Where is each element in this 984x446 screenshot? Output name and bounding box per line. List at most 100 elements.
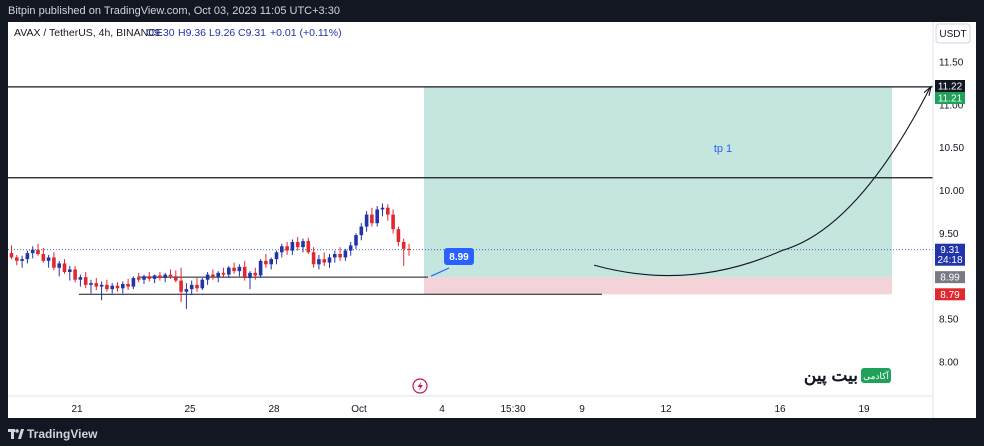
candle-body bbox=[317, 259, 321, 265]
candle-body bbox=[136, 278, 141, 280]
candle-body bbox=[242, 266, 247, 278]
time-tick-label: 25 bbox=[184, 404, 196, 415]
lightning-icon[interactable] bbox=[412, 378, 428, 394]
currency-button[interactable] bbox=[935, 23, 971, 44]
projection-curve bbox=[593, 87, 931, 277]
publish-info: Bitpin published on TradingView.com, Oct… bbox=[8, 5, 340, 17]
candle-body bbox=[121, 284, 125, 289]
candle-body bbox=[274, 252, 279, 260]
price-badge bbox=[935, 243, 965, 266]
candle-body bbox=[126, 284, 130, 287]
candle-body bbox=[57, 263, 61, 268]
candle-body bbox=[168, 274, 173, 277]
target-label: tp 1 bbox=[714, 143, 732, 155]
candle-body bbox=[248, 272, 252, 278]
price-tick-label: 10.00 bbox=[939, 186, 964, 197]
candle-body bbox=[380, 207, 385, 210]
projection-arrow-icon bbox=[923, 85, 932, 96]
candle-body bbox=[264, 260, 268, 265]
candle-body bbox=[200, 279, 205, 289]
candle-body bbox=[41, 254, 46, 261]
candle-body bbox=[184, 289, 189, 292]
time-tick-label: 19 bbox=[858, 404, 870, 415]
candle-body bbox=[391, 214, 395, 230]
candle-body bbox=[131, 278, 136, 287]
candle-body bbox=[147, 276, 152, 279]
candle-body bbox=[105, 284, 109, 290]
candle-body bbox=[359, 226, 364, 236]
watermark-logo: بیت پین آکادمی bbox=[804, 366, 891, 386]
price-badge bbox=[935, 92, 965, 104]
candle-body bbox=[62, 263, 67, 272]
callout-box bbox=[444, 248, 474, 265]
legend-low: L9.26 bbox=[209, 27, 235, 39]
candle-body bbox=[285, 246, 289, 251]
price-chart[interactable]: tp 1 8.99 11.5011.0010.5010.009.509.008.… bbox=[8, 22, 976, 418]
callout-pointer bbox=[430, 267, 450, 277]
candle-body bbox=[189, 284, 194, 290]
candle-body bbox=[375, 209, 379, 224]
time-tick-label: 15:30 bbox=[500, 404, 525, 415]
callout-text: 8.99 bbox=[449, 252, 469, 263]
stop-zone bbox=[424, 277, 892, 295]
price-tick-label: 8.00 bbox=[939, 358, 959, 369]
candle-body bbox=[110, 285, 114, 290]
candle-body bbox=[237, 266, 242, 272]
candle-body bbox=[73, 269, 77, 280]
legend-symbol[interactable]: AVAX / TetherUS, 4h, BINANCE bbox=[14, 27, 163, 39]
time-tick-label: 9 bbox=[579, 404, 585, 415]
candle-body bbox=[269, 259, 273, 265]
candle-body bbox=[36, 249, 40, 254]
candle-body bbox=[152, 275, 157, 279]
candle-body bbox=[364, 214, 369, 227]
legend-close: C9.31 bbox=[238, 27, 266, 39]
price-tick-label: 9.50 bbox=[939, 229, 959, 240]
candle-body bbox=[232, 267, 236, 272]
candle-body bbox=[30, 249, 35, 254]
candle-body bbox=[407, 248, 411, 250]
price-badge-label: 11.22 bbox=[938, 82, 963, 93]
candle-body bbox=[142, 276, 146, 280]
candle-body bbox=[354, 235, 358, 246]
candle-body bbox=[327, 257, 332, 263]
candle-body bbox=[20, 259, 24, 261]
candle-body bbox=[306, 241, 311, 253]
candle-body bbox=[295, 242, 300, 248]
price-tick-label: 10.50 bbox=[939, 143, 964, 154]
candle-body bbox=[396, 229, 401, 242]
candle-body bbox=[158, 275, 162, 278]
candle-body bbox=[311, 252, 316, 265]
candle-body bbox=[280, 246, 284, 253]
candle-body bbox=[163, 274, 167, 278]
watermark-brand: بیت پین bbox=[804, 366, 858, 386]
time-tick-label: 4 bbox=[439, 404, 445, 415]
chart-frame[interactable]: tp 1 8.99 11.5011.0010.5010.009.509.008.… bbox=[8, 22, 976, 418]
candle-body bbox=[343, 250, 348, 258]
candle-body bbox=[25, 253, 30, 260]
price-tick-label: 11.00 bbox=[939, 100, 964, 111]
candle-body bbox=[348, 245, 353, 251]
candle-body bbox=[258, 260, 263, 276]
price-badge bbox=[935, 80, 965, 92]
price-badge bbox=[935, 288, 965, 301]
target-zone bbox=[424, 86, 892, 278]
time-tick-label: 12 bbox=[660, 404, 672, 415]
candle-body bbox=[179, 280, 183, 292]
time-tick-label: 21 bbox=[71, 404, 83, 415]
price-badge-label: 9.31 bbox=[940, 245, 960, 256]
price-tick-label: 11.50 bbox=[939, 58, 964, 69]
tradingview-logo-icon bbox=[8, 429, 24, 439]
watermark-badge: آکادمی bbox=[863, 370, 889, 381]
candle-body bbox=[94, 283, 99, 287]
candle-body bbox=[78, 277, 83, 280]
currency-label: USDT bbox=[939, 29, 966, 40]
footer-brand: TradingView bbox=[27, 427, 98, 441]
candle-body bbox=[386, 207, 390, 215]
legend-open: O9.30 bbox=[146, 27, 175, 39]
legend-change: +0.01 (+0.11%) bbox=[270, 27, 342, 39]
price-badge bbox=[935, 271, 965, 284]
candle-body bbox=[290, 242, 295, 251]
candle-body bbox=[99, 284, 104, 287]
candle-body bbox=[301, 241, 305, 248]
candle-body bbox=[211, 274, 215, 278]
